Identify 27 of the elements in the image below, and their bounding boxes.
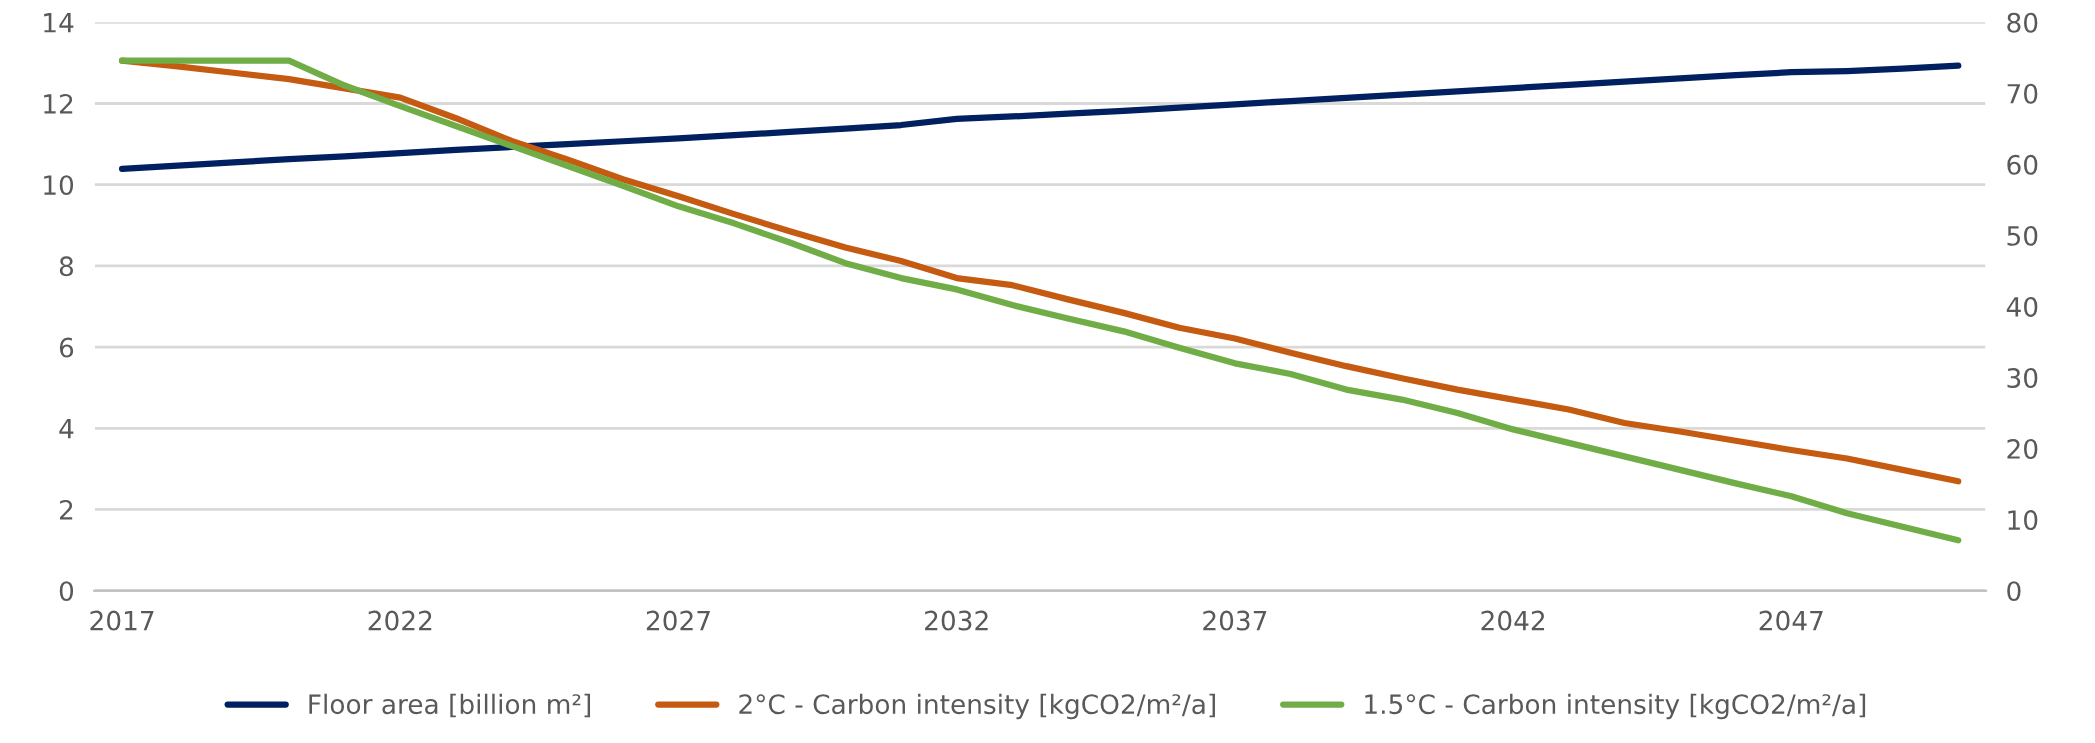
x-tick-label: 2047 bbox=[1759, 610, 1823, 631]
x-tick-label: 2022 bbox=[368, 610, 432, 631]
y2-tick-label: 80 bbox=[2007, 12, 2038, 33]
y2-tick-label: 60 bbox=[2007, 154, 2038, 175]
y-tick-label: 12 bbox=[44, 93, 73, 114]
legend-label: Floor area [billion m²] bbox=[309, 693, 591, 718]
y2-tick-label: 0 bbox=[2007, 581, 2021, 602]
y-tick-label: 2 bbox=[59, 499, 73, 520]
y2-tick-label: 70 bbox=[2007, 83, 2038, 104]
y2-tick-label: 40 bbox=[2006, 296, 2038, 317]
y-tick-label: 8 bbox=[59, 256, 74, 277]
y-tick-label: 0 bbox=[59, 581, 74, 602]
y-tick-label: 14 bbox=[44, 13, 74, 33]
y2-tick-label: 30 bbox=[2007, 367, 2038, 388]
y2-tick-label: 20 bbox=[2007, 439, 2038, 459]
x-tick-label: 2017 bbox=[90, 610, 154, 631]
x-tick-label: 2037 bbox=[1203, 610, 1267, 631]
y-tick-label: 4 bbox=[59, 419, 74, 439]
x-tick-label: 2042 bbox=[1481, 610, 1545, 631]
y2-tick-label: 50 bbox=[2007, 225, 2038, 246]
y2-tick-label: 10 bbox=[2008, 510, 2038, 531]
y-tick-label: 6 bbox=[59, 337, 74, 358]
x-tick-label: 2027 bbox=[646, 610, 710, 631]
legend-label: 2°C - Carbon intensity [kgCO2/m²/a] bbox=[739, 693, 1215, 720]
y-tick-label: 10 bbox=[44, 175, 74, 196]
x-tick-label: 2032 bbox=[925, 610, 988, 631]
legend-label: 1.5°C - Carbon intensity [kgCO2/m²/a] bbox=[1365, 693, 1866, 720]
